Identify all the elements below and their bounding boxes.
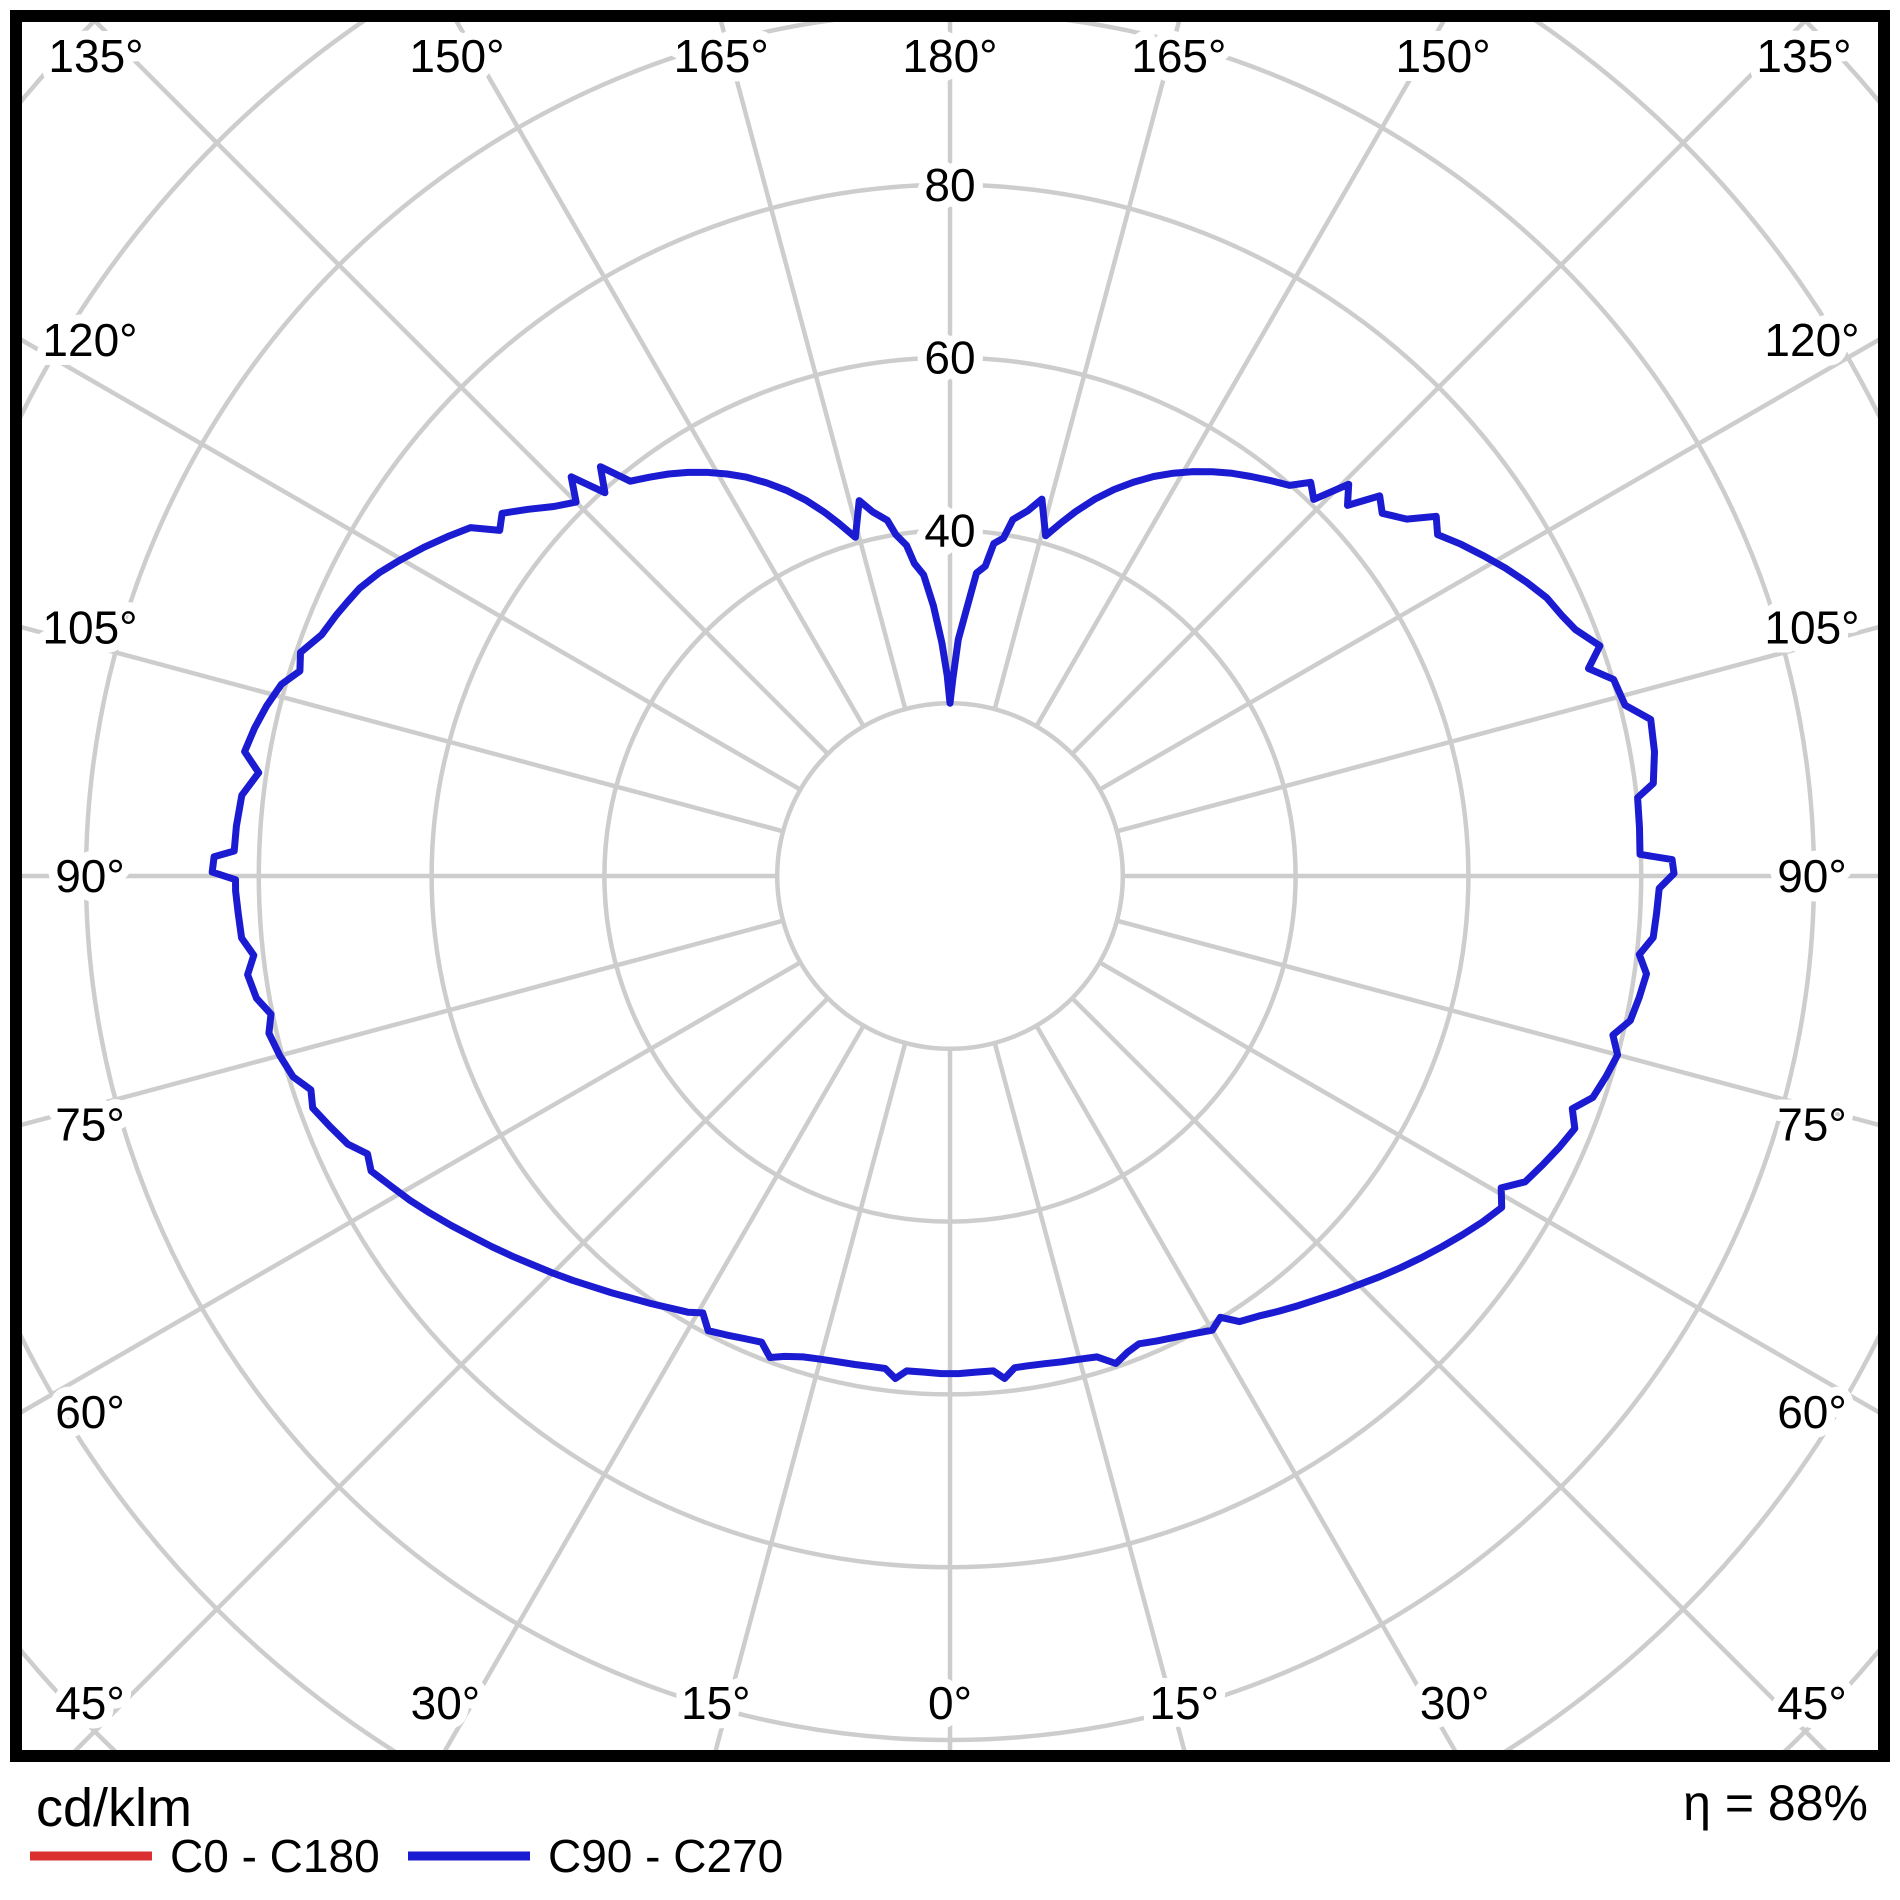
angle-label: 150° [1395,30,1490,82]
grid-spoke [1098,960,1878,1415]
angle-label: 75° [1777,1099,1847,1151]
chart-frame [10,10,1890,1762]
angle-label: 105° [1764,601,1859,653]
unit-label: cd/klm [36,1778,192,1838]
angle-label: 120° [1764,314,1859,366]
angle-label: 45° [1777,1677,1847,1729]
angle-label: 60° [1777,1386,1847,1438]
angle-label: 105° [42,601,137,653]
legend-label-c90-c270: C90 - C270 [548,1830,783,1882]
angle-label: 135° [1756,30,1851,82]
grid-spoke [1098,337,1878,792]
grid-spoke [1034,22,1446,728]
grid-spoke [718,22,908,710]
grid-spoke [1116,625,1878,834]
grid-spoke [22,960,802,1415]
efficiency-label: η = 88% [1683,1775,1868,1831]
angle-label: 120° [42,314,137,366]
angle-label: 0° [928,1677,972,1729]
intensity-curves [208,463,1678,1382]
angle-label: 60° [55,1386,125,1438]
angle-label: 150° [409,30,504,82]
angle-label: 15° [681,1677,751,1729]
angle-label: 75° [55,1099,125,1151]
angle-label: 165° [1131,30,1226,82]
angle-label: 180° [902,30,997,82]
grid-spoke [92,22,830,756]
grid-spoke [1070,996,1828,1750]
grid-spoke [22,625,784,834]
grid-spoke [442,1024,866,1750]
ring-value-label: 40 [924,504,975,556]
angle-label: 30° [1420,1677,1490,1729]
grid-spoke [1116,918,1878,1127]
angle-label: 45° [55,1677,125,1729]
grid-spoke [454,22,866,728]
grid-circle [774,700,1126,1052]
grid-spoke [992,22,1182,710]
ring-value-label: 60 [924,332,975,384]
grid-spoke [1070,22,1808,756]
axis-labels: 40 60 80 180° 165° 165° 150° 150° 135° 135° 120° 12… [33,21,1868,1738]
legend-label-c0-c180: C0 - C180 [170,1830,380,1882]
angle-label: 135° [48,30,143,82]
grid-spoke [22,918,784,1127]
grid-spoke [713,1042,908,1750]
grid-spoke [22,337,802,792]
angle-label: 90° [1777,850,1847,902]
angle-label: 30° [411,1677,481,1729]
angle-label: 90° [55,850,125,902]
grid-spoke [1034,1024,1458,1750]
angle-label: 165° [674,30,769,82]
intensity-curve [208,463,1678,1382]
angle-label: 15° [1149,1677,1219,1729]
ring-value-label: 80 [924,159,975,211]
grid-spoke [992,1042,1187,1750]
grid-spoke [72,996,830,1750]
